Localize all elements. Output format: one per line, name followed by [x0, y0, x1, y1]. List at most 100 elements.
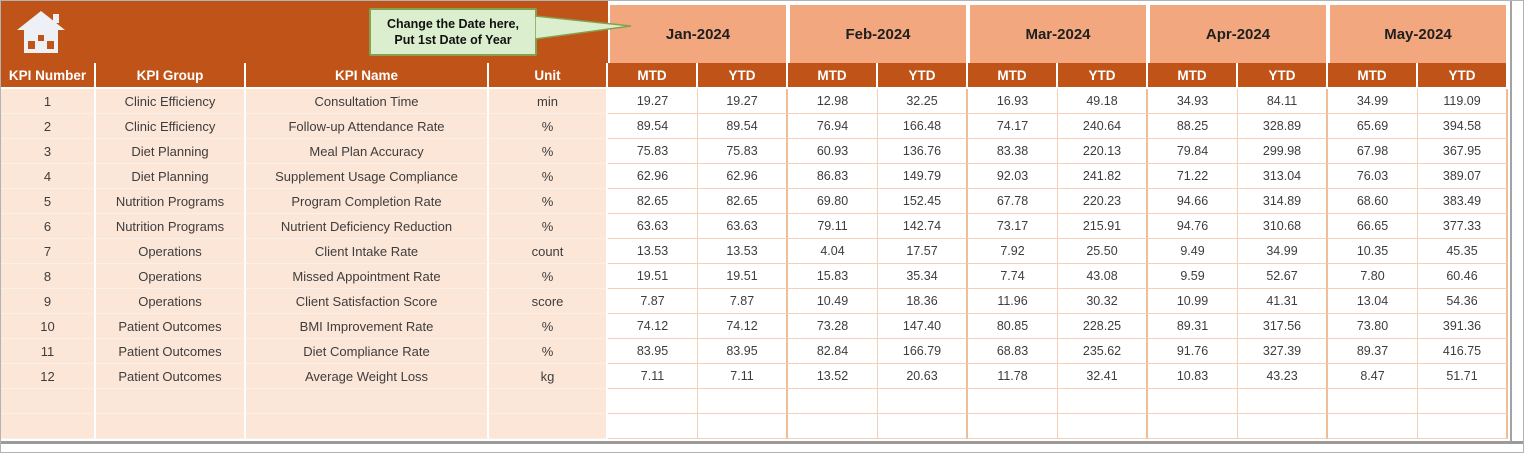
empty-cell[interactable] [788, 414, 878, 439]
empty-cell[interactable] [1238, 414, 1328, 439]
column-header-mtd[interactable]: MTD [968, 63, 1058, 87]
cell-value[interactable]: 83.95 [698, 339, 788, 364]
cell-value[interactable]: 60.93 [788, 139, 878, 164]
empty-cell[interactable] [878, 389, 968, 414]
cell-kpi-name[interactable]: BMI Improvement Rate [246, 314, 489, 339]
cell-kpi-number[interactable]: 12 [1, 364, 96, 389]
cell-value[interactable]: 314.89 [1238, 189, 1328, 214]
cell-value[interactable]: 73.80 [1328, 314, 1418, 339]
cell-kpi-name[interactable]: Meal Plan Accuracy [246, 139, 489, 164]
month-header-mar-2024[interactable]: Mar-2024 [970, 5, 1146, 63]
home-button[interactable] [17, 11, 65, 53]
column-header-kpi-name[interactable]: KPI Name [246, 63, 489, 87]
cell-value[interactable]: 142.74 [878, 214, 968, 239]
cell-value[interactable]: 76.94 [788, 114, 878, 139]
cell-value[interactable]: 18.36 [878, 289, 968, 314]
cell-unit[interactable]: % [489, 114, 608, 139]
cell-value[interactable]: 327.39 [1238, 339, 1328, 364]
cell-value[interactable]: 82.65 [698, 189, 788, 214]
cell-value[interactable]: 34.99 [1328, 89, 1418, 114]
cell-unit[interactable]: % [489, 214, 608, 239]
cell-kpi-group[interactable]: Operations [96, 264, 246, 289]
empty-cell[interactable] [246, 414, 489, 439]
cell-kpi-number[interactable]: 3 [1, 139, 96, 164]
cell-value[interactable]: 228.25 [1058, 314, 1148, 339]
cell-value[interactable]: 75.83 [698, 139, 788, 164]
cell-value[interactable]: 73.17 [968, 214, 1058, 239]
cell-value[interactable]: 147.40 [878, 314, 968, 339]
cell-value[interactable]: 45.35 [1418, 239, 1508, 264]
empty-cell[interactable] [1, 414, 96, 439]
cell-value[interactable]: 7.74 [968, 264, 1058, 289]
empty-cell[interactable] [1418, 389, 1508, 414]
cell-value[interactable]: 8.47 [1328, 364, 1418, 389]
cell-value[interactable]: 62.96 [608, 164, 698, 189]
cell-value[interactable]: 41.31 [1238, 289, 1328, 314]
cell-value[interactable]: 13.52 [788, 364, 878, 389]
column-header-mtd[interactable]: MTD [608, 63, 698, 87]
cell-value[interactable]: 66.65 [1328, 214, 1418, 239]
cell-kpi-group[interactable]: Diet Planning [96, 164, 246, 189]
cell-value[interactable]: 220.23 [1058, 189, 1148, 214]
cell-value[interactable]: 235.62 [1058, 339, 1148, 364]
cell-value[interactable]: 166.48 [878, 114, 968, 139]
cell-value[interactable]: 34.99 [1238, 239, 1328, 264]
cell-kpi-number[interactable]: 8 [1, 264, 96, 289]
cell-unit[interactable]: % [489, 189, 608, 214]
cell-value[interactable]: 136.76 [878, 139, 968, 164]
cell-kpi-name[interactable]: Nutrient Deficiency Reduction [246, 214, 489, 239]
cell-value[interactable]: 7.11 [608, 364, 698, 389]
cell-value[interactable]: 328.89 [1238, 114, 1328, 139]
cell-value[interactable]: 79.84 [1148, 139, 1238, 164]
empty-cell[interactable] [489, 389, 608, 414]
cell-value[interactable]: 241.82 [1058, 164, 1148, 189]
cell-value[interactable]: 65.69 [1328, 114, 1418, 139]
cell-value[interactable]: 89.37 [1328, 339, 1418, 364]
cell-kpi-group[interactable]: Patient Outcomes [96, 364, 246, 389]
cell-kpi-name[interactable]: Client Intake Rate [246, 239, 489, 264]
cell-value[interactable]: 10.99 [1148, 289, 1238, 314]
cell-kpi-name[interactable]: Consultation Time [246, 89, 489, 114]
empty-cell[interactable] [1148, 389, 1238, 414]
cell-kpi-group[interactable]: Patient Outcomes [96, 314, 246, 339]
cell-unit[interactable]: % [489, 264, 608, 289]
cell-value[interactable]: 17.57 [878, 239, 968, 264]
cell-unit[interactable]: % [489, 339, 608, 364]
cell-value[interactable]: 299.98 [1238, 139, 1328, 164]
empty-cell[interactable] [608, 414, 698, 439]
cell-value[interactable]: 73.28 [788, 314, 878, 339]
cell-value[interactable]: 11.78 [968, 364, 1058, 389]
cell-kpi-group[interactable]: Clinic Efficiency [96, 114, 246, 139]
cell-kpi-group[interactable]: Nutrition Programs [96, 189, 246, 214]
cell-value[interactable]: 83.95 [608, 339, 698, 364]
cell-kpi-name[interactable]: Average Weight Loss [246, 364, 489, 389]
cell-value[interactable]: 74.12 [698, 314, 788, 339]
column-header-mtd[interactable]: MTD [1328, 63, 1418, 87]
cell-value[interactable]: 89.31 [1148, 314, 1238, 339]
cell-value[interactable]: 52.67 [1238, 264, 1328, 289]
month-header-apr-2024[interactable]: Apr-2024 [1150, 5, 1326, 63]
cell-value[interactable]: 67.78 [968, 189, 1058, 214]
cell-value[interactable]: 91.76 [1148, 339, 1238, 364]
month-header-may-2024[interactable]: May-2024 [1330, 5, 1506, 63]
cell-value[interactable]: 377.33 [1418, 214, 1508, 239]
cell-value[interactable]: 394.58 [1418, 114, 1508, 139]
cell-value[interactable]: 35.34 [878, 264, 968, 289]
cell-value[interactable]: 13.53 [698, 239, 788, 264]
cell-value[interactable]: 20.63 [878, 364, 968, 389]
cell-value[interactable]: 75.83 [608, 139, 698, 164]
cell-value[interactable]: 63.63 [698, 214, 788, 239]
cell-value[interactable]: 60.46 [1418, 264, 1508, 289]
cell-kpi-group[interactable]: Clinic Efficiency [96, 89, 246, 114]
cell-value[interactable]: 7.87 [608, 289, 698, 314]
cell-value[interactable]: 74.17 [968, 114, 1058, 139]
cell-value[interactable]: 310.68 [1238, 214, 1328, 239]
empty-cell[interactable] [968, 389, 1058, 414]
cell-value[interactable]: 215.91 [1058, 214, 1148, 239]
cell-value[interactable]: 15.83 [788, 264, 878, 289]
cell-value[interactable]: 74.12 [608, 314, 698, 339]
cell-unit[interactable]: kg [489, 364, 608, 389]
cell-value[interactable]: 80.85 [968, 314, 1058, 339]
cell-value[interactable]: 13.04 [1328, 289, 1418, 314]
cell-value[interactable]: 63.63 [608, 214, 698, 239]
